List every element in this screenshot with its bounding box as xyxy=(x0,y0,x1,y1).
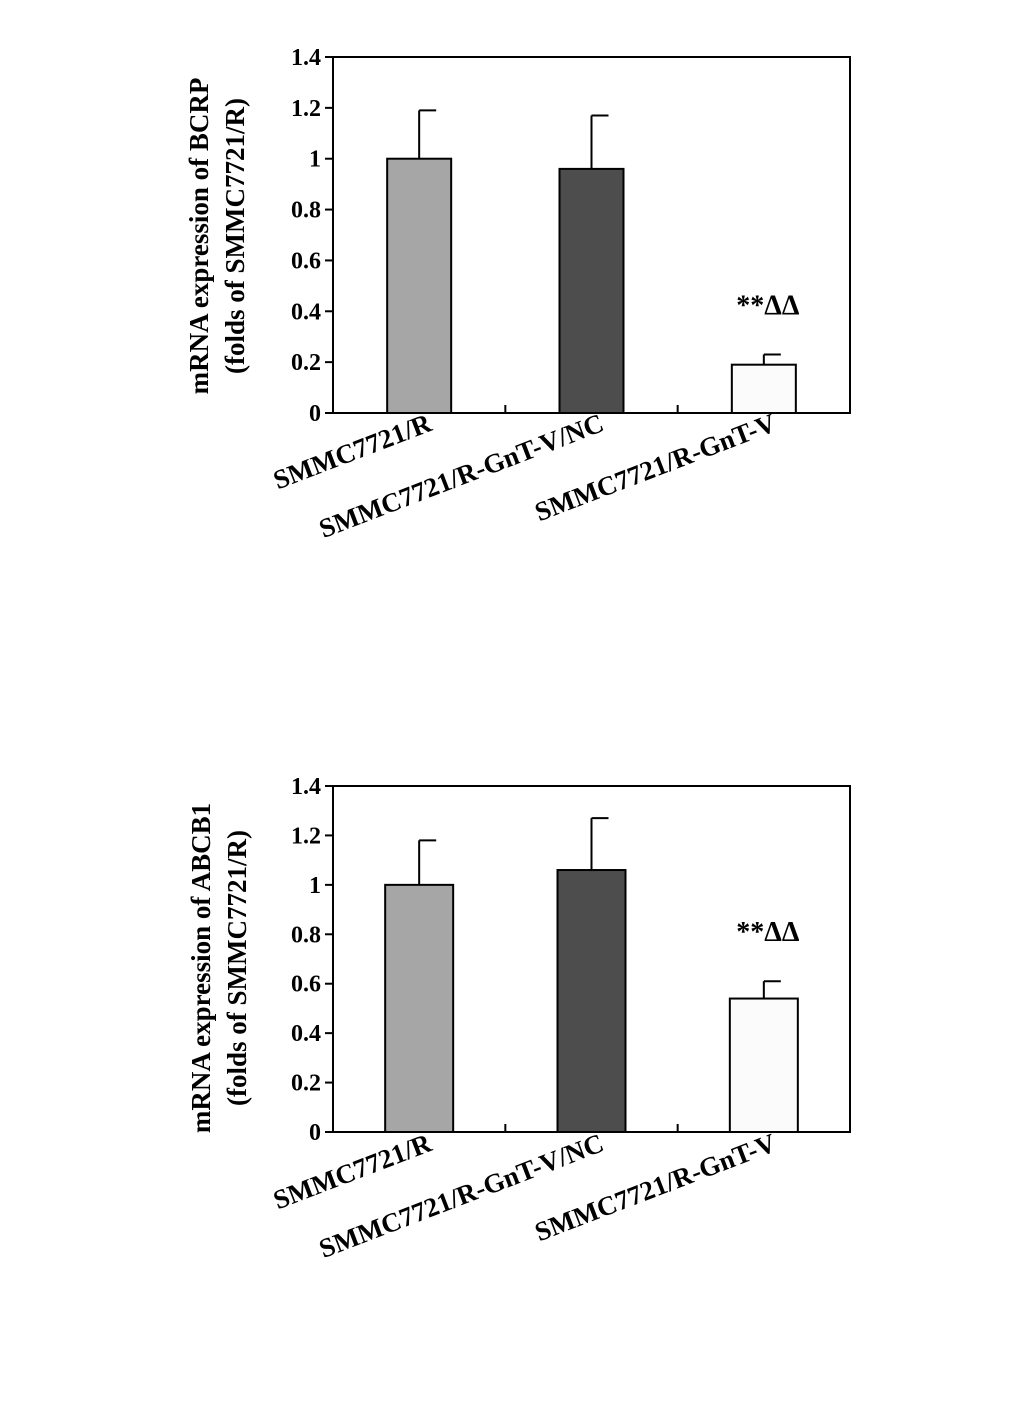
bar xyxy=(730,363,797,414)
bar xyxy=(558,167,625,414)
x-axis-category-labels: SMMC7721/RSMMC7721/R-GnT-V/NCSMMC7721/R-… xyxy=(269,407,780,543)
x-axis-category-labels: SMMC7721/RSMMC7721/R-GnT-V/NCSMMC7721/R-… xyxy=(269,1127,780,1263)
y-axis-label-line2: (folds of SMMC7721/R) xyxy=(222,830,252,1106)
y-tick-label: 0.8 xyxy=(291,922,321,948)
y-axis-label-line2: (folds of SMMC7721/R) xyxy=(220,98,250,374)
y-tick-label: 1.2 xyxy=(291,96,321,122)
significance-label: **ΔΔ xyxy=(736,917,800,948)
bar xyxy=(556,869,627,1133)
y-axis-ticks: 0 0.2 0.4 0.6 0.8 1 1.2 1.4 xyxy=(291,45,679,427)
y-tick-label: 0 xyxy=(309,1120,321,1146)
y-tick-label: 0.2 xyxy=(291,1071,321,1097)
y-axis-ticks: 0 0.2 0.4 0.6 0.8 1 1.2 1.4 xyxy=(291,774,679,1146)
bar xyxy=(386,157,453,414)
y-axis-label-line1: mRNA expression of BCRP xyxy=(184,78,214,395)
y-tick-label: 1.2 xyxy=(291,823,321,849)
y-tick-label: 1 xyxy=(309,147,321,173)
x-category-label: SMMC7721/R-GnT-V/NC xyxy=(315,1128,608,1264)
bcrp-chart: mRNA expression of BCRP (folds of SMMC77… xyxy=(184,45,851,544)
y-tick-label: 0.2 xyxy=(291,350,321,376)
y-axis-label-line1: mRNA expression of ABCB1 xyxy=(186,803,216,1133)
y-tick-label: 0.4 xyxy=(291,299,321,325)
y-tick-label: 1.4 xyxy=(291,45,321,71)
bar xyxy=(728,997,799,1133)
y-tick-label: 0.8 xyxy=(291,198,321,224)
bar xyxy=(384,883,455,1133)
bars: **ΔΔ xyxy=(386,109,800,414)
significance-label: **ΔΔ xyxy=(736,291,800,322)
y-tick-label: 0 xyxy=(309,401,321,427)
y-tick-label: 1 xyxy=(309,873,321,899)
y-tick-label: 0.4 xyxy=(291,1021,321,1047)
y-tick-label: 0.6 xyxy=(291,972,321,998)
y-tick-label: 1.4 xyxy=(291,774,321,800)
x-category-label: SMMC7721/R-GnT-V/NC xyxy=(315,408,608,544)
bars: **ΔΔ xyxy=(384,817,800,1133)
abcb1-chart: mRNA expression of ABCB1 (folds of SMMC7… xyxy=(186,774,851,1264)
y-tick-label: 0.6 xyxy=(291,248,321,274)
